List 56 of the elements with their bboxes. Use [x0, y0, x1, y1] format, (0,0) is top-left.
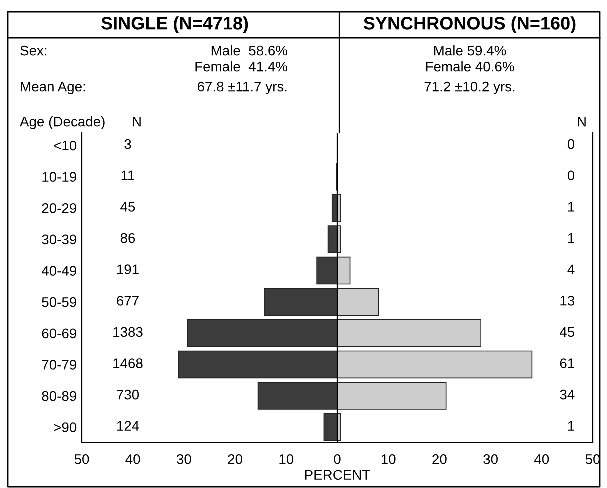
y-tick-label: 70-79: [42, 360, 76, 370]
text: Female 41.4%: [196, 62, 288, 72]
annotation: 11: [122, 170, 135, 180]
text: SINGLE (N=4718): [102, 16, 248, 34]
x-tick-label: 30: [484, 454, 498, 464]
annotation: 0: [568, 170, 575, 181]
annotation: 677: [117, 296, 139, 306]
annotation: 1: [568, 234, 574, 244]
annotation: 1468: [114, 358, 143, 368]
y-tick-label: 40-49: [42, 266, 76, 276]
annotation: 4: [568, 264, 575, 274]
text: N: [133, 117, 141, 127]
annotation: 34: [560, 390, 575, 400]
y-tick-label: 10-19: [42, 172, 76, 182]
x-tick-label: 20: [432, 454, 447, 464]
y-tick-label: 80-89: [42, 391, 76, 402]
annotation: 45: [120, 202, 136, 212]
x-tick-label: 40: [126, 454, 140, 464]
x-tick-label: 0: [334, 454, 341, 464]
annotation: 730: [117, 390, 140, 400]
y-tick-label: 50-59: [42, 297, 76, 308]
annotation: 13: [560, 296, 575, 306]
annotation: 124: [117, 421, 140, 431]
text: Female 40.6%: [426, 62, 514, 72]
annotation: 1: [568, 202, 574, 212]
text: 67.8 ±11.7 yrs.: [198, 82, 287, 94]
x-tick-label: 50: [74, 454, 90, 464]
bar: [328, 226, 338, 254]
x-tick-label: 20: [228, 454, 242, 464]
annotation: 0: [568, 139, 575, 150]
text: Mean Age:: [21, 82, 86, 94]
annotation: 1383: [114, 327, 143, 338]
annotation: 191: [117, 264, 139, 275]
y-tick-label: 20-29: [42, 203, 76, 214]
text: Male 58.6%: [212, 46, 288, 56]
annotation: 61: [560, 358, 574, 368]
x-axis-title: PERCENT: [305, 470, 370, 480]
text: Male 59.4%: [434, 46, 506, 56]
x-tick-label: 10: [382, 454, 396, 464]
y-tick-label: <10: [54, 140, 77, 151]
y-tick-label: 60-69: [42, 328, 76, 339]
x-tick-label: 30: [177, 454, 192, 464]
annotation: 3: [124, 139, 132, 150]
text: N: [578, 117, 586, 127]
y-axis-title: Age (Decade): [20, 116, 105, 130]
annotation: 45: [560, 327, 575, 338]
annotation: 86: [120, 233, 136, 244]
x-tick-label: 40: [534, 454, 550, 464]
y-tick-label: >90: [54, 422, 77, 433]
text: 71.2 ±10.2 yrs.: [424, 82, 515, 94]
x-tick-label: 10: [280, 454, 294, 464]
text: SYNCHRONOUS (N=160): [364, 16, 576, 34]
text: Sex:: [20, 46, 47, 56]
bar: [324, 413, 338, 442]
y-tick-label: 30-39: [42, 234, 76, 245]
annotation: 1: [568, 421, 574, 431]
